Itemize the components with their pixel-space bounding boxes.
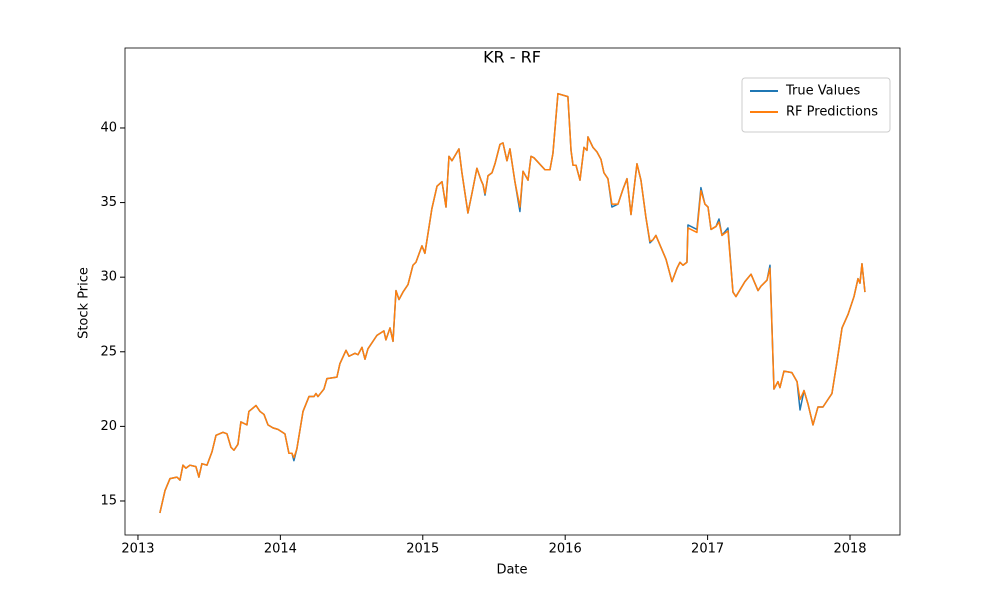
chart-title: KR - RF <box>483 48 541 67</box>
legend-box <box>741 77 891 133</box>
x-axis-label: Date <box>496 563 527 578</box>
y-tick-label: 40 <box>100 120 117 135</box>
y-tick-label: 35 <box>100 195 117 210</box>
series-line <box>159 92 866 514</box>
legend-label: True Values <box>785 84 860 99</box>
y-tick-label: 30 <box>100 270 117 285</box>
x-tick-label: 2018 <box>833 542 866 557</box>
plot-frame <box>124 47 901 536</box>
series-line <box>159 92 866 514</box>
y-tick-label: 25 <box>100 344 117 359</box>
legend: True Values RF Predictions <box>741 77 891 133</box>
legend-label: RF Predictions <box>786 105 878 120</box>
y-tick-label: 15 <box>100 493 117 508</box>
x-tick-label: 2015 <box>406 542 439 557</box>
x-tick-label: 2017 <box>691 542 724 557</box>
x-tick-label: 2014 <box>264 542 297 557</box>
y-axis-label: Stock Price <box>77 267 92 339</box>
x-tick-label: 2013 <box>121 542 154 557</box>
y-tick-label: 20 <box>100 419 117 434</box>
x-tick-label: 2016 <box>549 542 582 557</box>
